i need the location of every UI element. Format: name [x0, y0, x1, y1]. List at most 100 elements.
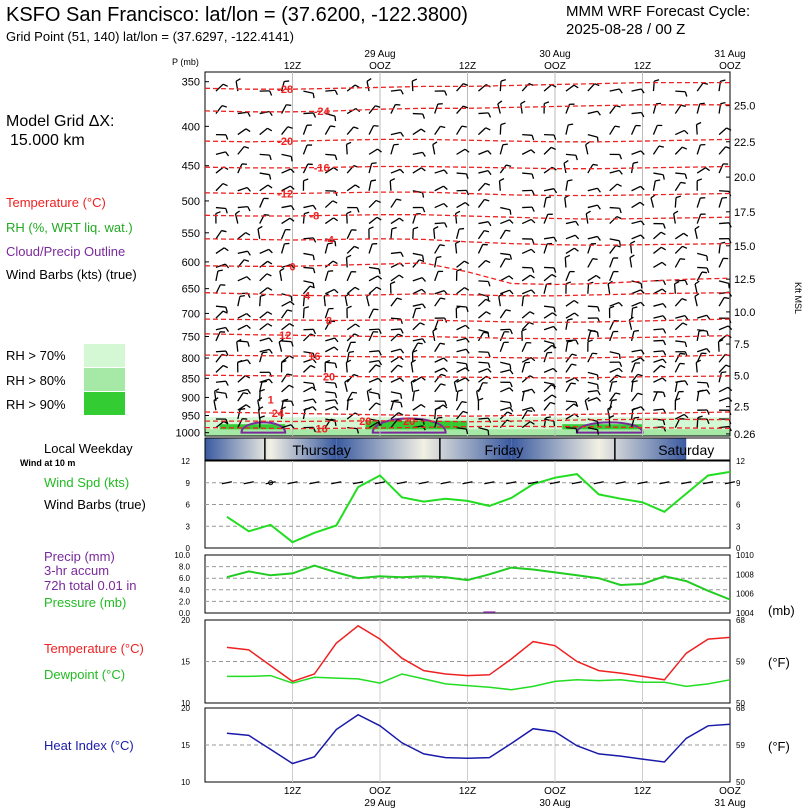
- wind-barb-flag: [420, 167, 426, 172]
- wind-barb-flag: [264, 214, 270, 216]
- wind-barb-flag: [443, 185, 448, 190]
- wind-barb-staff: [432, 144, 436, 155]
- wind-barb-flag: [487, 221, 492, 227]
- wind-barb-staff: [543, 188, 554, 192]
- wind-barb-flag: [531, 407, 536, 412]
- wind-barb-staff: [609, 169, 620, 174]
- wind-barb-staff: [717, 341, 720, 352]
- wind-barb-staff: [521, 375, 531, 383]
- wind-barb-flag: [594, 83, 600, 87]
- wind-barb-staff: [302, 124, 308, 135]
- weekday-label-saturday: Saturday: [658, 442, 714, 458]
- wind-barb-staff: [259, 273, 268, 282]
- right-tick-label: 1004: [736, 609, 754, 618]
- wind-barb-flag: [333, 346, 339, 351]
- wind-barb-staff: [412, 151, 423, 156]
- wind-barb-staff: [543, 236, 555, 240]
- wind-barb-staff: [477, 331, 485, 342]
- wind-barb-staff: [366, 81, 370, 92]
- wind-barb-staff: [259, 184, 269, 192]
- pressure-tick-label: 450: [182, 161, 200, 173]
- wind-barb-flag: [660, 246, 666, 251]
- wind-barb-flag: [378, 328, 382, 334]
- wind-barb-flag: [465, 173, 469, 179]
- wind-barb-staff: [390, 131, 401, 136]
- wind-barb-staff: [673, 213, 676, 224]
- wind-barb-staff: [346, 400, 349, 411]
- wind-barb-flag: [371, 162, 377, 165]
- wind-barb-flag: [706, 382, 710, 388]
- wind-barb-flag: [550, 146, 557, 151]
- wind-barb-staff: [281, 205, 292, 209]
- wind-barb-staff: [587, 133, 598, 138]
- wind-barb-staff: [368, 402, 377, 411]
- wind-barb-flag: [462, 83, 469, 87]
- height-tick-label: 0.26: [734, 429, 755, 441]
- wind-barb-staff: [257, 409, 261, 420]
- wind-barb-flag: [590, 330, 596, 332]
- wind-barb-flag: [508, 275, 514, 280]
- wind-barb-flag: [465, 367, 470, 372]
- wind-barb-staff: [237, 392, 244, 402]
- wind-barb-flag: [528, 83, 534, 86]
- wind-barb-staff: [456, 337, 467, 342]
- wind-barb-staff: [346, 213, 348, 224]
- wind-barb-flag: [596, 236, 601, 241]
- wind-barb-flag: [268, 174, 272, 180]
- surface-wind-barb: [506, 481, 517, 485]
- wind-barb-flag: [618, 240, 621, 246]
- wind-barb-staff: [674, 381, 678, 392]
- wind-barb-staff: [368, 421, 378, 429]
- wind-barb-staff: [259, 323, 268, 331]
- wind-barb-flag: [378, 350, 382, 356]
- wind-barb-flag: [399, 168, 405, 174]
- wind-barb-flag: [420, 128, 426, 133]
- wind-barb-flag: [611, 399, 617, 402]
- wind-barb-flag: [465, 428, 469, 435]
- wind-barb-flag: [500, 79, 506, 82]
- wind-barb-flag: [465, 190, 470, 196]
- weekday-label-thursday: Thursday: [292, 442, 350, 458]
- wind-barb-staff: [497, 103, 501, 114]
- wind-barb-staff: [565, 363, 573, 373]
- wind-barb-flag: [705, 167, 711, 172]
- right-tick-label: 0: [736, 544, 741, 553]
- wind-barb-staff: [412, 404, 422, 411]
- wind-barb-staff: [609, 374, 618, 383]
- wind-barb-flag: [464, 148, 470, 153]
- wind-barb-staff: [478, 221, 489, 225]
- wind-barb-staff: [500, 219, 510, 225]
- wind-barb-flag: [457, 389, 463, 392]
- wind-barb-staff: [434, 357, 445, 363]
- wind-barb-staff: [694, 228, 698, 239]
- bottom-time-tick-label: OOZ: [719, 786, 741, 797]
- wind-barb-staff: [696, 167, 706, 174]
- wind-barb-flag: [628, 316, 634, 321]
- left-tick-label: 20: [181, 616, 190, 625]
- wind-barb-flag: [662, 280, 667, 286]
- wind-barb-flag: [509, 254, 513, 260]
- wind-barb-staff: [215, 247, 225, 254]
- wind-barb-flag: [366, 388, 372, 392]
- wind-barb-staff: [500, 400, 511, 404]
- wind-barb-flag: [662, 174, 665, 180]
- wind-barb-flag: [443, 203, 448, 208]
- wind-barb-flag: [680, 104, 686, 108]
- wind-barb-flag: [327, 242, 333, 245]
- wind-barb-staff: [521, 296, 525, 307]
- wind-barb-staff: [498, 296, 501, 307]
- wind-barb-staff: [587, 426, 598, 431]
- bottom-time-tick-label: OOZ: [544, 786, 566, 797]
- wind-barb-flag: [375, 199, 381, 204]
- wind-barb-flag: [632, 380, 638, 383]
- wind-barb-flag: [396, 198, 402, 201]
- wind-barb-flag: [354, 245, 360, 249]
- wind-barb-flag: [633, 329, 639, 332]
- wind-barb-staff: [215, 391, 226, 395]
- pressure-line: [226, 564, 731, 601]
- wind-barb-flag: [330, 418, 336, 421]
- wind-barb-flag: [706, 348, 711, 353]
- wind-barb-flag: [240, 408, 246, 410]
- wind-barb-staff: [412, 308, 417, 319]
- wind-barb-flag: [267, 287, 273, 291]
